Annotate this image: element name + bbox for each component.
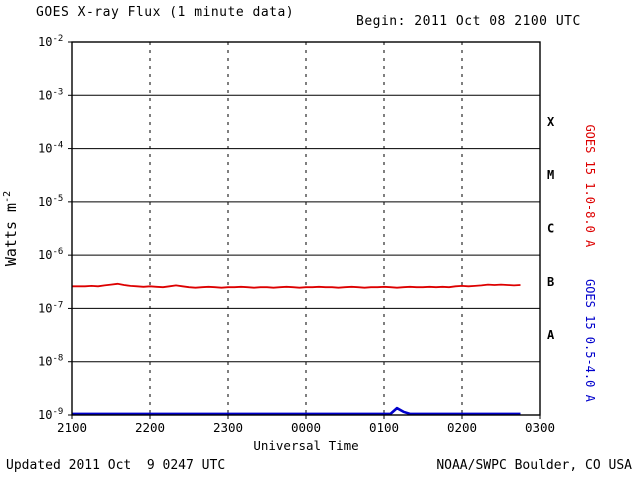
svg-text:2100: 2100 [57,420,87,435]
plot-border [71,41,541,416]
gridlines [72,42,540,415]
svg-text:0100: 0100 [369,420,399,435]
svg-text:10-9: 10-9 [38,407,63,422]
svg-text:10-2: 10-2 [38,34,63,49]
short-channel-label: GOES 15 0.5-4.0 A [583,279,597,403]
svg-text:C: C [547,222,554,236]
svg-text:10-8: 10-8 [38,354,63,369]
x-axis: 2100 2200 2300 0000 0100 0200 0300 Universal Ti… [57,415,555,453]
svg-text:A: A [547,328,555,342]
svg-text:10-7: 10-7 [38,300,63,315]
flare-class-labels: X M C B A [547,115,555,342]
page-title: GOES X-ray Flux (1 minute data) [36,5,295,20]
svg-text:10-5: 10-5 [38,194,63,209]
svg-text:0000: 0000 [291,420,321,435]
svg-text:0300: 0300 [525,420,555,435]
svg-text:2200: 2200 [135,420,165,435]
long-channel-label: GOES 15 1.0-8.0 A [583,124,597,248]
svg-text:0200: 0200 [447,420,477,435]
source-attribution: NOAA/SWPC Boulder, CO USA [436,458,632,473]
updated-timestamp: Updated 2011 Oct 9 0247 UTC [6,458,226,473]
begin-timestamp: Begin: 2011 Oct 08 2100 UTC [356,14,581,29]
y-axis-title: Watts m-2 [2,191,20,266]
svg-text:10-6: 10-6 [38,247,63,262]
svg-text:X: X [547,115,555,129]
svg-text:B: B [547,275,554,289]
x-axis-title: Universal Time [253,438,358,453]
svg-text:M: M [547,168,554,182]
red-flux-line [72,282,521,289]
blue-flux-line [72,406,521,416]
y-axis: 10-2 10-3 10-4 10-5 10-6 10-7 10-8 10-9 [38,34,72,422]
svg-text:10-3: 10-3 [38,87,63,102]
svg-text:2300: 2300 [213,420,243,435]
svg-text:10-4: 10-4 [38,141,63,156]
